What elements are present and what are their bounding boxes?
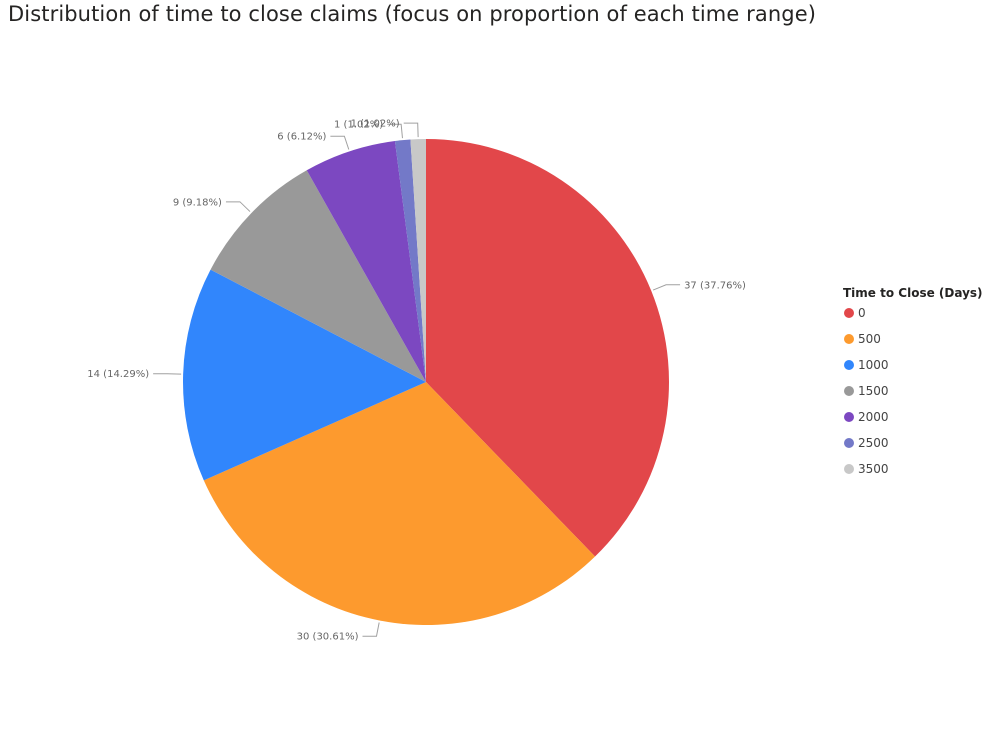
data-label-1500: 9 (9.18%) <box>173 197 222 208</box>
legend-label-2500[interactable]: 2500 <box>858 436 889 450</box>
leader-line-500 <box>362 622 380 637</box>
leader-line-3500 <box>403 122 419 138</box>
data-label-2500: 1 (1.02%) <box>334 120 383 131</box>
legend-marker-3500 <box>844 464 854 474</box>
legend-label-0[interactable]: 0 <box>858 306 866 320</box>
legend-label-2000[interactable]: 2000 <box>858 410 889 424</box>
legend-marker-2000 <box>844 412 854 422</box>
legend-marker-1000 <box>844 360 854 370</box>
data-label-3500: 1 (1.02%) <box>351 119 400 130</box>
legend-label-3500[interactable]: 3500 <box>858 462 889 476</box>
leader-line-0 <box>652 284 681 291</box>
pie-slice-500[interactable] <box>203 382 596 625</box>
pie-slice-2000[interactable] <box>306 140 426 382</box>
legend-title: Time to Close (Days) <box>843 286 983 300</box>
pie-data-labels: 37 (37.76%) 30 (30.61%) 14 (14.29%) 9 (9.18… <box>87 119 746 643</box>
pie-slice-1000[interactable] <box>182 269 426 481</box>
pie-slice-3500[interactable] <box>410 139 426 382</box>
legend-marker-1500 <box>844 386 854 396</box>
legend-label-1000[interactable]: 1000 <box>858 358 889 372</box>
legend-marker-2500 <box>844 438 854 448</box>
legend-label-1500[interactable]: 1500 <box>858 384 889 398</box>
pie-slice-1500[interactable] <box>210 170 426 382</box>
data-label-2000: 6 (6.12%) <box>277 132 326 143</box>
pie-slice-2500[interactable] <box>394 139 426 382</box>
leader-line-1500 <box>225 201 251 212</box>
legend-label-500[interactable]: 500 <box>858 332 881 346</box>
data-label-1000: 14 (14.29%) <box>87 369 149 380</box>
chart-legend: Time to Close (Days) 0 500 1000 1500 2000 250… <box>843 286 983 476</box>
leader-line-2000 <box>330 135 350 150</box>
pie-slice-0[interactable] <box>426 139 669 557</box>
legend-marker-500 <box>844 334 854 344</box>
legend-marker-0 <box>844 308 854 318</box>
data-label-500: 30 (30.61%) <box>297 632 359 643</box>
data-label-0: 37 (37.76%) <box>684 280 746 291</box>
chart-title: Distribution of time to close claims (fo… <box>8 2 817 26</box>
leader-line-2500 <box>387 123 403 139</box>
pie-slices <box>182 139 669 625</box>
